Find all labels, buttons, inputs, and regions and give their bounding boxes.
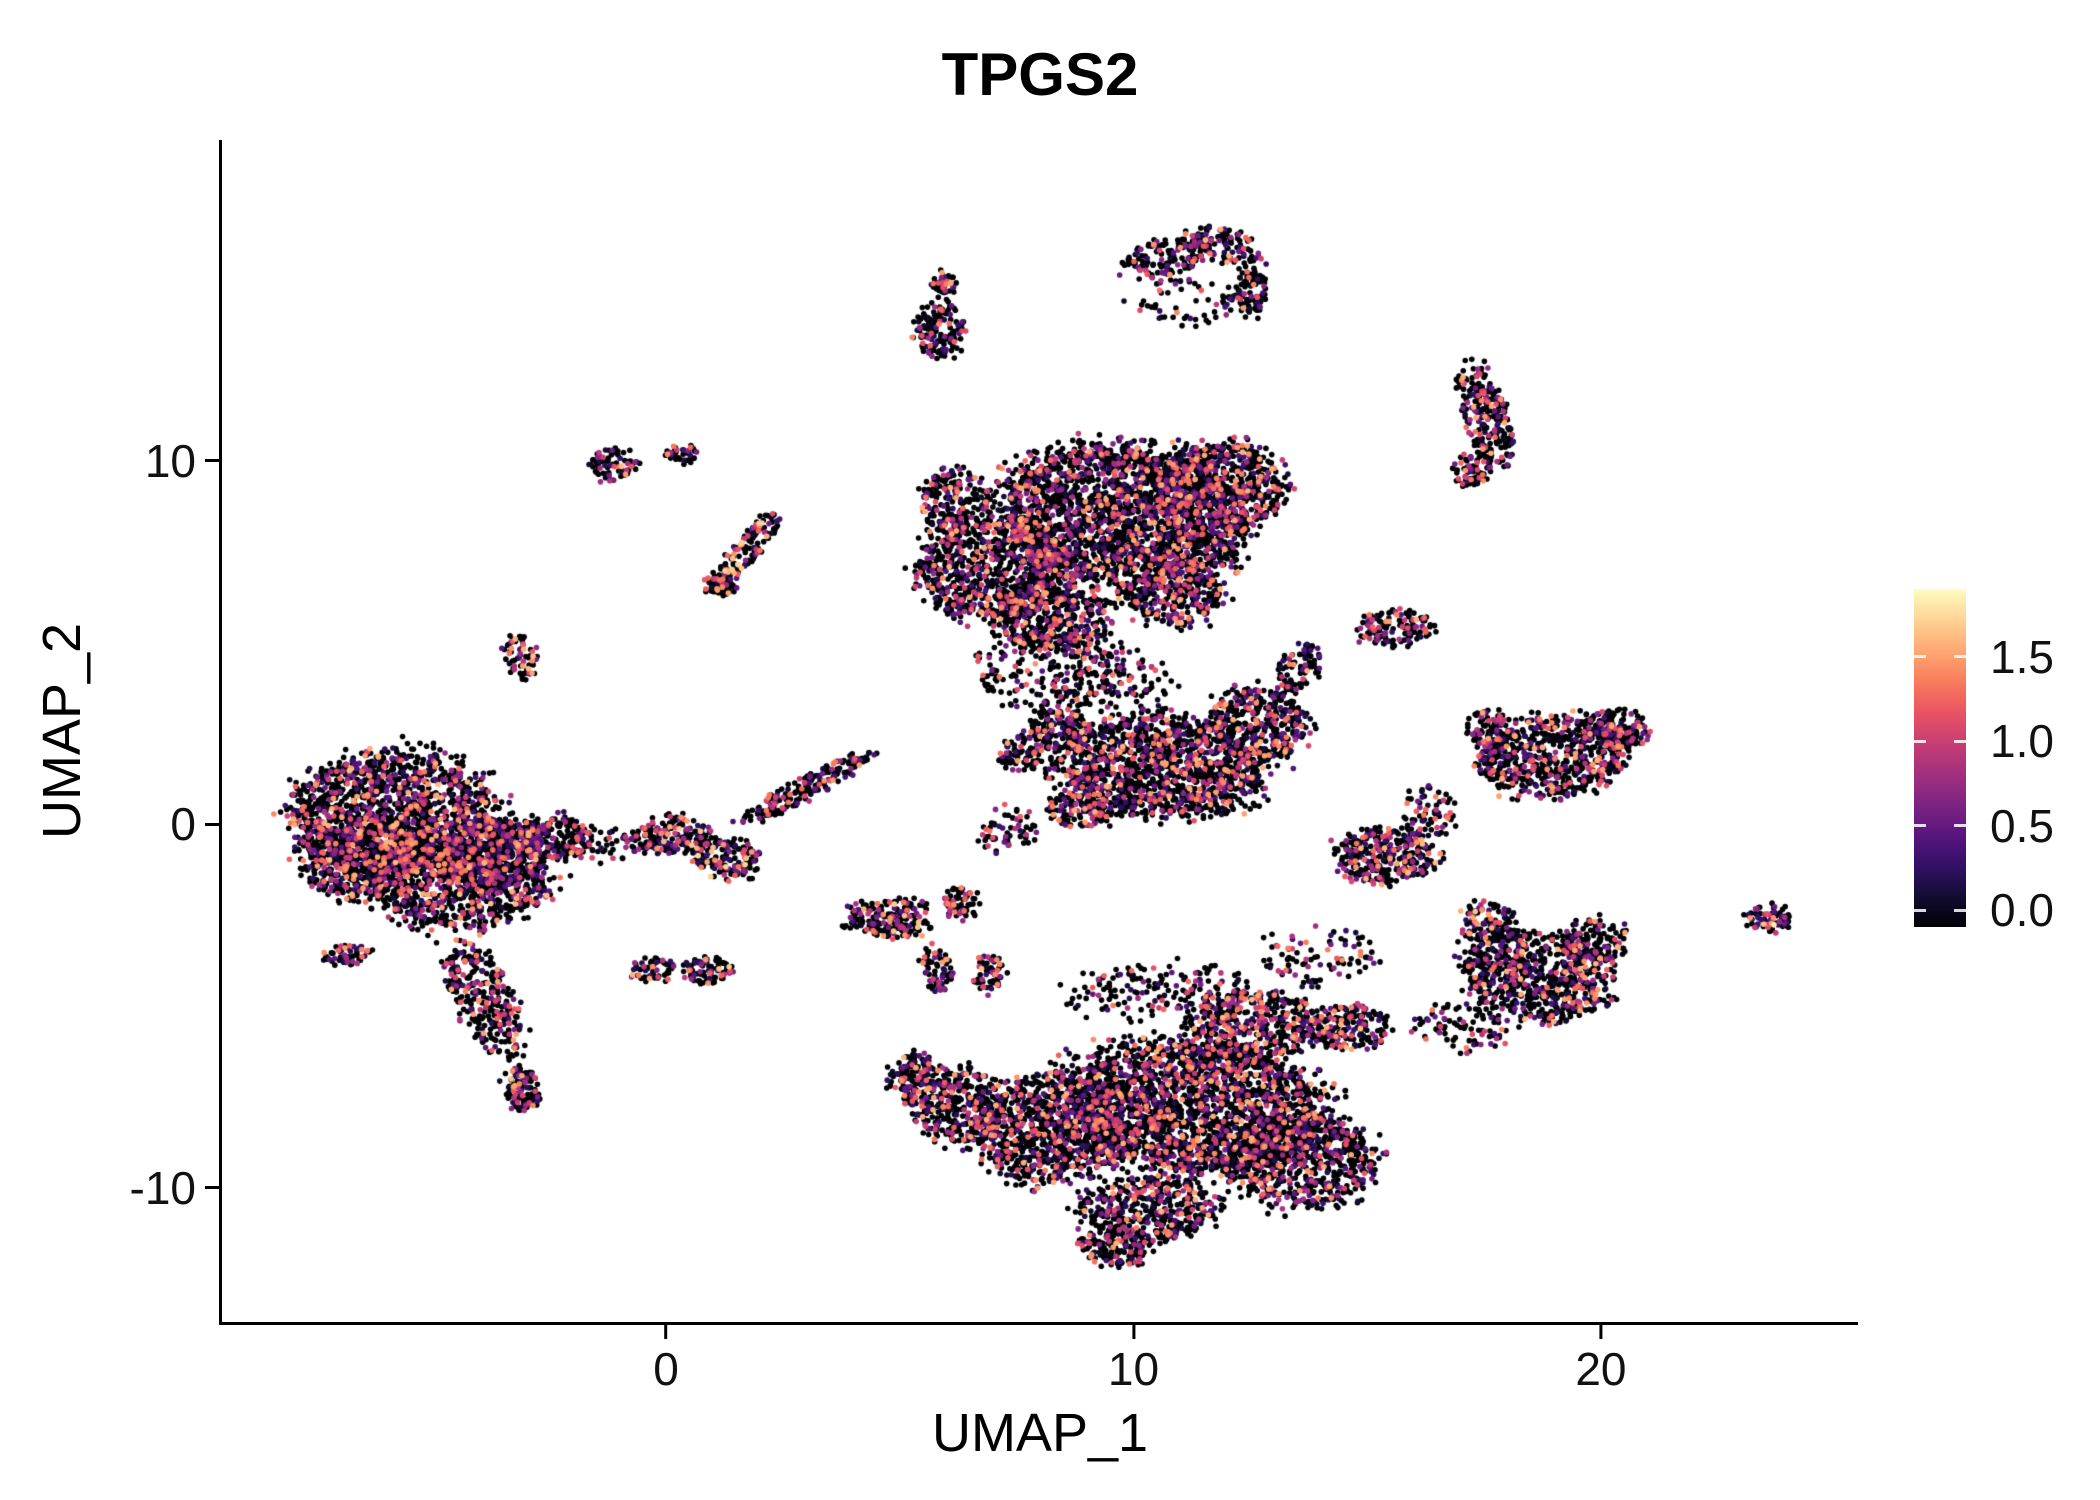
- y-tick-mark: [205, 459, 219, 463]
- colorbar-tick-mark: [1954, 655, 1966, 659]
- x-tick-label: 0: [653, 1343, 679, 1395]
- x-tick-label: 10: [1107, 1343, 1160, 1395]
- x-tick-mark: [1131, 1325, 1135, 1339]
- colorbar-tick-mark: [1914, 739, 1926, 743]
- y-tick-0: -10: [0, 1165, 219, 1211]
- x-axis-title: UMAP_1: [931, 1403, 1149, 1463]
- x-tick-1: 10: [1108, 1325, 1159, 1392]
- x-tick-mark: [664, 1325, 668, 1339]
- plot-panel: [219, 140, 1858, 1325]
- y-tick-label: 0: [170, 798, 196, 851]
- colorbar-tick-mark: [1954, 739, 1966, 743]
- colorbar-label: 1.5: [1990, 630, 2054, 683]
- colorbar-label: 1.0: [1990, 715, 2054, 768]
- colorbar-tick-mark: [1954, 908, 1966, 912]
- y-tick-label: -10: [129, 1161, 196, 1214]
- y-tick-2: 10: [0, 438, 219, 484]
- colorbar-label: 0.0: [1990, 884, 2054, 937]
- y-tick-1: 0: [0, 801, 219, 847]
- y-tick-mark: [205, 1186, 219, 1190]
- y-tick-mark: [205, 822, 219, 826]
- y-tick-label: 10: [144, 434, 196, 487]
- colorbar-gradient: [1914, 589, 1966, 927]
- x-tick-0: 0: [653, 1325, 679, 1392]
- colorbar-tick-mark: [1914, 655, 1926, 659]
- expression-colorbar: 1.5 1.0 0.5 0.0: [1914, 589, 2100, 933]
- colorbar-tick-mark: [1914, 824, 1926, 828]
- x-tick-2: 20: [1575, 1325, 1626, 1392]
- colorbar-tick-mark: [1954, 824, 1966, 828]
- x-tick-label: 20: [1575, 1343, 1627, 1395]
- x-tick-mark: [1599, 1325, 1603, 1339]
- plot-title: TPGS2: [941, 41, 1139, 108]
- colorbar-label: 0.5: [1990, 799, 2054, 852]
- scatter-canvas: [222, 140, 1858, 1322]
- colorbar-tick-mark: [1914, 908, 1926, 912]
